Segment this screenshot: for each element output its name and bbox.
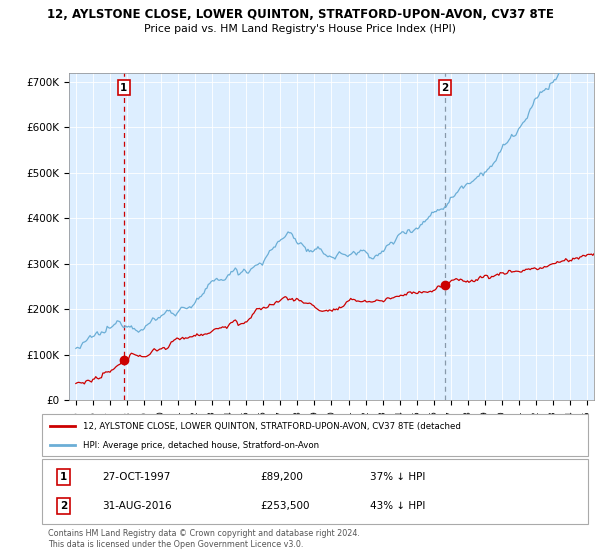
- Text: 27-OCT-1997: 27-OCT-1997: [102, 472, 170, 482]
- Text: 31-AUG-2016: 31-AUG-2016: [102, 501, 172, 511]
- Text: Contains HM Land Registry data © Crown copyright and database right 2024.: Contains HM Land Registry data © Crown c…: [48, 529, 360, 538]
- Text: 12, AYLSTONE CLOSE, LOWER QUINTON, STRATFORD-UPON-AVON, CV37 8TE (detached: 12, AYLSTONE CLOSE, LOWER QUINTON, STRAT…: [83, 422, 461, 431]
- Text: £253,500: £253,500: [260, 501, 310, 511]
- Text: Price paid vs. HM Land Registry's House Price Index (HPI): Price paid vs. HM Land Registry's House …: [144, 24, 456, 34]
- Text: 37% ↓ HPI: 37% ↓ HPI: [370, 472, 425, 482]
- Text: £89,200: £89,200: [260, 472, 303, 482]
- Text: This data is licensed under the Open Government Licence v3.0.: This data is licensed under the Open Gov…: [48, 540, 304, 549]
- FancyBboxPatch shape: [42, 459, 588, 524]
- Text: 2: 2: [60, 501, 67, 511]
- Text: 43% ↓ HPI: 43% ↓ HPI: [370, 501, 425, 511]
- Text: 1: 1: [60, 472, 67, 482]
- Text: 2: 2: [442, 83, 449, 92]
- FancyBboxPatch shape: [42, 414, 588, 456]
- Text: HPI: Average price, detached house, Stratford-on-Avon: HPI: Average price, detached house, Stra…: [83, 441, 319, 450]
- Text: 1: 1: [120, 83, 128, 92]
- Text: 12, AYLSTONE CLOSE, LOWER QUINTON, STRATFORD-UPON-AVON, CV37 8TE: 12, AYLSTONE CLOSE, LOWER QUINTON, STRAT…: [47, 8, 553, 21]
